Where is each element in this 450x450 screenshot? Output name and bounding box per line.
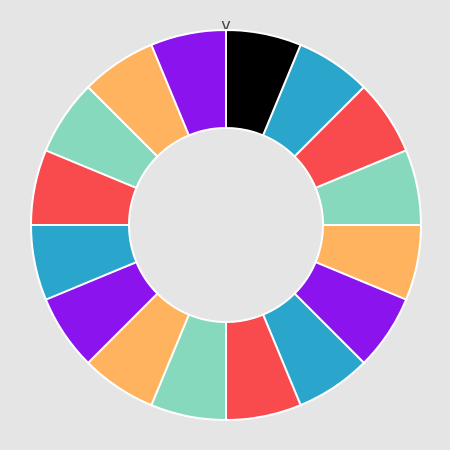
- slices-group: [30, 29, 422, 421]
- axis-label: v: [221, 15, 230, 34]
- pie-slice-16: [150, 29, 227, 137]
